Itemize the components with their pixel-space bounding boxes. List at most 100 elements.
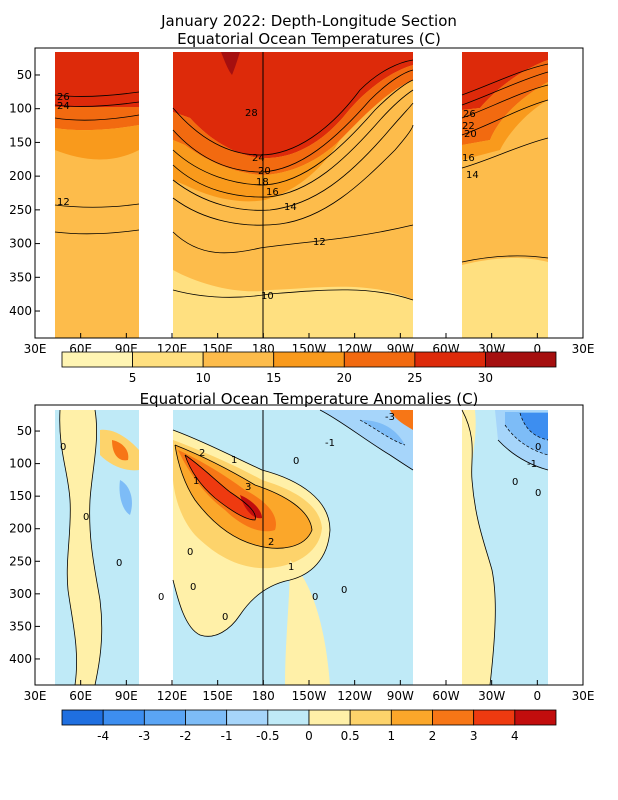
colorbar-tick-label: 1 [388,729,396,743]
x-tick-label: 120W [337,689,372,703]
colorbar-tick-label: 25 [407,371,422,385]
colorbar-tick-label: 2 [429,729,437,743]
top-contour-label: 12 [313,237,326,248]
bottom-contour-label: 0 [535,442,541,453]
bottom-contour-label: 0 [116,558,122,569]
colorbar-swatch [343,351,416,368]
colorbar-tick-label: -0.5 [256,729,279,743]
colorbar-swatch [61,351,133,368]
y-tick-label: 100 [9,102,32,116]
bottom-contour-label: 0 [190,582,196,593]
colorbar-tick-label: -3 [138,729,150,743]
colorbar-swatch [226,709,269,726]
bottom-contour-label: -1 [325,438,335,449]
bottom-contour-label: -3 [385,412,395,423]
y-tick-label: 300 [9,237,32,251]
y-tick-label: 200 [9,169,32,183]
colorbar-tick-label: 0 [305,729,313,743]
top-contour-labels: 26 24 12 28 24 20 18 16 14 12 10 26 22 2… [57,92,479,302]
x-tick-label: 150W [292,689,327,703]
bottom-contour-label: 1 [288,562,294,573]
top-contour-label: 18 [256,177,269,188]
colorbar-swatch [273,351,345,368]
top-temperature-field [54,52,549,338]
bottom-contour-label: 1 [231,455,237,466]
x-tick-label: 90E [115,689,138,703]
y-tick-label: 150 [9,489,32,503]
y-tick-label: 200 [9,522,32,536]
bottom-contour-label: 0 [222,612,228,623]
y-tick-label: 250 [9,554,32,568]
bottom-colorbar: -4 -3 -2 -1 -0.5 0 0.5 1 2 3 4 [61,709,557,743]
x-tick-label: 150E [202,689,233,703]
y-tick-label: 350 [9,270,32,284]
top-contour-label: 20 [464,129,477,140]
top-contour-label: 24 [252,153,265,164]
x-tick-label: 60W [432,689,459,703]
y-tick-label: 150 [9,135,32,149]
top-contour-label: 26 [463,109,476,120]
colorbar-swatch [185,709,228,726]
y-tick-label: 400 [9,304,32,318]
top-contour-label: 28 [245,108,258,119]
top-contour-label: 16 [462,153,475,164]
bottom-contour-label: 0 [535,488,541,499]
bottom-title: Equatorial Ocean Temperature Anomalies (… [140,390,479,408]
colorbar-tick-label: 3 [470,729,478,743]
x-tick-label: 30E [24,689,47,703]
x-tick-label: 30E [572,342,595,356]
top-colorbar: 5 10 15 20 25 30 [61,351,557,385]
colorbar-swatch [102,709,145,726]
bottom-contour-label: 2 [199,448,205,459]
bottom-contour-labels: -3 -1 0 2 1 0 1 3 0 -1 0 0 0 2 0 0 1 0 0… [60,412,541,623]
colorbar-swatch [308,709,351,726]
colorbar-swatch [349,709,392,726]
colorbar-tick-label: 5 [129,371,137,385]
bottom-axes: 30E 60E 90E 120E 150E 180 150W 120W 90W 60W 30W 0 30… [9,424,594,703]
bottom-contour-label: -1 [527,459,537,470]
colorbar-tick-label: 0.5 [341,729,360,743]
colorbar-tick-label: 10 [196,371,211,385]
x-tick-label: 180 [252,689,275,703]
bottom-contour-label: 2 [268,537,274,548]
colorbar-tick-label: -2 [180,729,192,743]
bottom-contour-label: 0 [187,547,193,558]
bottom-contour-label: 0 [60,442,66,453]
top-contour-label: 24 [57,101,70,112]
top-contour-label: 10 [261,291,274,302]
colorbar-swatch [202,351,275,368]
y-tick-label: 400 [9,652,32,666]
x-tick-label: 30W [478,689,505,703]
bottom-contour-label: 0 [341,585,347,596]
y-tick-label: 250 [9,203,32,217]
top-contour-label: 12 [57,197,70,208]
bottom-contour-label: 0 [512,477,518,488]
colorbar-tick-label: -1 [221,729,233,743]
x-tick-label: 30E [24,342,47,356]
top-contour-label: 14 [284,202,297,213]
colorbar-swatch [414,351,486,368]
colorbar-swatch [473,709,516,726]
colorbar-swatch [143,709,186,726]
bottom-contour-label: 3 [245,482,251,493]
top-title: January 2022: Depth-Longitude Section [160,12,457,30]
top-subtitle: Equatorial Ocean Temperatures (C) [177,30,441,48]
x-tick-label: 120E [157,689,188,703]
y-tick-label: 50 [17,68,32,82]
top-contour-label: 22 [462,121,475,132]
x-tick-label: 0 [534,342,542,356]
y-tick-label: 100 [9,457,32,471]
y-tick-label: 350 [9,619,32,633]
y-tick-label: 50 [17,424,32,438]
colorbar-tick-label: 15 [266,371,281,385]
top-contour-label: 14 [466,170,479,181]
x-tick-label: 30E [572,689,595,703]
top-contour-label: 20 [258,166,271,177]
colorbar-tick-label: 4 [511,729,519,743]
bottom-contour-label: 1 [193,476,199,487]
colorbar-swatch [132,351,204,368]
colorbar-swatch [267,709,310,726]
colorbar-tick-label: 20 [337,371,352,385]
colorbar-swatch [514,709,557,726]
